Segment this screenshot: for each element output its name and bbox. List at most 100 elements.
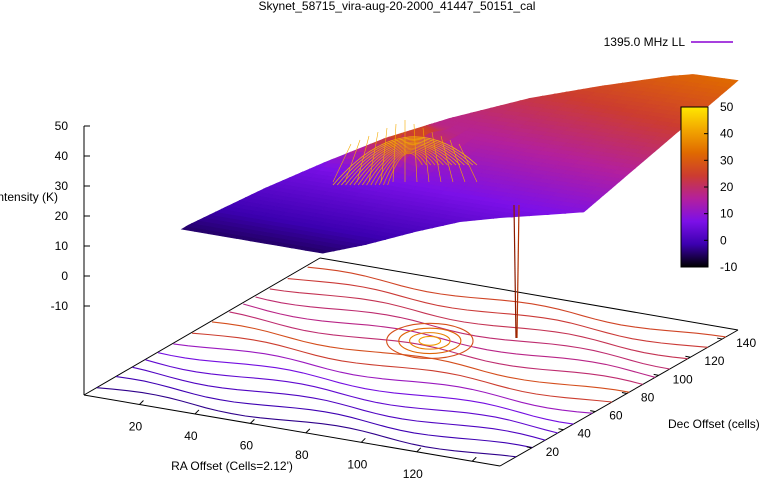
surface-facet <box>628 73 648 80</box>
surface-facet <box>261 93 282 100</box>
surface-facet <box>322 136 343 141</box>
surface-facet <box>239 177 260 184</box>
surface-facet <box>719 78 739 85</box>
surface-facet <box>330 66 348 71</box>
surface-facet <box>237 86 258 93</box>
surface-facet <box>336 48 354 53</box>
surface-facet <box>586 72 607 74</box>
surface-facet <box>442 93 462 100</box>
surface-facet <box>233 168 254 175</box>
surface-facet <box>332 26 350 31</box>
surface-facet <box>495 89 515 96</box>
surface-facet <box>229 118 250 125</box>
surface-facet <box>97 211 117 218</box>
surface-facet <box>438 96 458 103</box>
surface-facet <box>156 190 176 197</box>
surface-facet <box>212 173 232 180</box>
surface-facet <box>212 146 232 153</box>
surface-facet <box>390 82 410 89</box>
surface-facet <box>374 95 394 102</box>
surface-facet <box>578 63 596 68</box>
surface-facet <box>328 55 346 60</box>
surface-facet <box>473 72 494 74</box>
surface-facet <box>218 102 238 108</box>
surface-facet <box>419 60 437 65</box>
surface-facet <box>136 179 157 186</box>
surface-facet <box>408 244 428 251</box>
surface-facet <box>279 118 299 125</box>
surface-facet <box>360 256 380 263</box>
surface-facet <box>401 61 419 66</box>
surface-facet <box>275 72 295 76</box>
surface-facet <box>455 232 475 239</box>
surface-facet <box>496 63 514 68</box>
surface-facet <box>501 72 521 78</box>
surface-facet <box>441 56 459 61</box>
surface-facet <box>376 80 396 87</box>
surface-facet <box>220 140 240 147</box>
surface-facet <box>429 39 447 44</box>
surface-facet <box>168 208 188 215</box>
surface-facet <box>401 35 419 40</box>
surface-facet <box>447 75 468 82</box>
surface-facet <box>427 54 445 59</box>
surface-facet <box>362 41 380 46</box>
surface-facet <box>214 184 234 192</box>
surface-facet <box>536 57 554 62</box>
surface-facet <box>521 81 541 88</box>
surface-facet <box>504 57 522 62</box>
surface-facet <box>564 72 585 79</box>
surface-facet <box>400 113 420 119</box>
surface-facet <box>623 65 641 70</box>
surface-facet <box>447 101 468 108</box>
surface-facet <box>346 54 364 59</box>
surface-facet <box>430 76 450 83</box>
surface-facet <box>483 99 503 106</box>
surface-facet <box>170 166 190 173</box>
surface-facet <box>148 170 169 177</box>
surface-facet <box>241 135 262 142</box>
surface-facet <box>255 137 276 145</box>
surface-facet <box>293 120 313 127</box>
surface-facet <box>342 57 360 62</box>
surface-facet <box>170 219 190 227</box>
surface-facet <box>433 264 454 272</box>
surface-facet <box>188 138 208 145</box>
surface-facet <box>424 72 444 75</box>
surface-facet <box>533 72 553 78</box>
surface-facet <box>376 43 394 48</box>
surface-facet <box>257 72 278 77</box>
surface-facet <box>214 158 234 165</box>
surface-facet <box>457 272 477 280</box>
surface-facet <box>549 85 569 92</box>
surface-facet <box>449 86 470 93</box>
surface-facet <box>271 151 291 158</box>
surface-facet <box>239 150 260 157</box>
colorbar-tick-label: 20 <box>720 180 734 194</box>
surface-facet <box>333 115 353 122</box>
surface-facet <box>257 96 278 103</box>
surface-facet <box>352 124 372 129</box>
surface-facet <box>560 213 580 220</box>
surface-facet <box>445 90 466 97</box>
surface-facet <box>224 136 244 143</box>
surface-facet <box>225 148 246 155</box>
surface-facet <box>348 65 366 70</box>
surface-facet <box>200 182 220 189</box>
surface-facet <box>402 99 422 106</box>
surface-facet <box>296 54 314 59</box>
surface-facet <box>498 48 516 53</box>
surface-facet <box>271 98 291 105</box>
surface-facet <box>525 243 545 251</box>
surface-facet <box>295 159 315 166</box>
surface-facet <box>216 143 236 150</box>
surface-facet <box>196 132 216 139</box>
surface-facet <box>128 212 149 220</box>
surface-facet <box>374 31 392 36</box>
surface-facet <box>523 72 543 73</box>
surface-facet <box>451 235 471 242</box>
surface-facet <box>263 78 284 85</box>
surface-facet <box>503 248 523 255</box>
surface-facet <box>556 216 577 223</box>
surface-facet <box>304 48 322 53</box>
